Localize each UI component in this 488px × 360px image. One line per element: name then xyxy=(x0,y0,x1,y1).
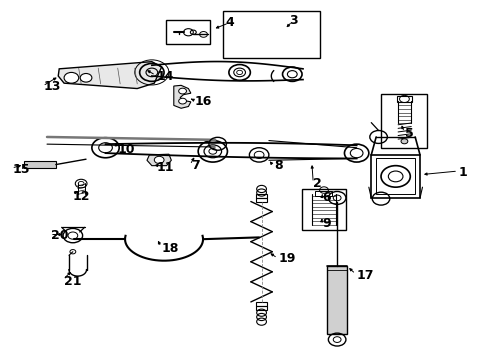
Bar xyxy=(255,194,267,198)
Text: 14: 14 xyxy=(157,69,174,82)
Text: 15: 15 xyxy=(13,163,30,176)
Polygon shape xyxy=(147,154,171,166)
Bar xyxy=(370,155,419,198)
Text: 13: 13 xyxy=(43,80,61,93)
Bar xyxy=(222,12,320,58)
Text: 8: 8 xyxy=(273,159,282,172)
Circle shape xyxy=(154,156,163,163)
Bar xyxy=(396,96,411,102)
Text: 21: 21 xyxy=(64,275,81,288)
Bar xyxy=(24,161,56,168)
Polygon shape xyxy=(58,62,161,89)
Bar xyxy=(327,266,346,334)
Text: 12: 12 xyxy=(73,190,90,203)
Bar xyxy=(302,189,345,230)
Text: 17: 17 xyxy=(356,269,373,282)
Circle shape xyxy=(178,98,186,104)
Bar xyxy=(166,21,210,44)
Circle shape xyxy=(80,73,92,82)
Text: 5: 5 xyxy=(405,127,413,140)
Bar xyxy=(255,306,267,310)
Text: 1: 1 xyxy=(458,166,467,179)
Text: 7: 7 xyxy=(190,159,199,172)
Text: 2: 2 xyxy=(312,177,321,190)
Bar xyxy=(380,94,427,148)
Bar xyxy=(255,198,267,202)
Text: 18: 18 xyxy=(161,242,179,255)
Text: 20: 20 xyxy=(51,229,68,242)
Circle shape xyxy=(178,88,186,94)
Polygon shape xyxy=(173,85,190,108)
Bar xyxy=(315,191,331,196)
Text: 9: 9 xyxy=(322,216,330,230)
Text: 19: 19 xyxy=(278,252,295,265)
Text: 10: 10 xyxy=(118,143,135,156)
Text: 4: 4 xyxy=(225,16,234,29)
Text: 6: 6 xyxy=(322,192,330,204)
Text: 16: 16 xyxy=(194,95,212,108)
Bar xyxy=(375,158,414,194)
Circle shape xyxy=(64,72,79,83)
Text: 3: 3 xyxy=(288,14,297,27)
Text: 11: 11 xyxy=(157,161,174,174)
Bar xyxy=(255,302,267,306)
Circle shape xyxy=(400,139,407,144)
